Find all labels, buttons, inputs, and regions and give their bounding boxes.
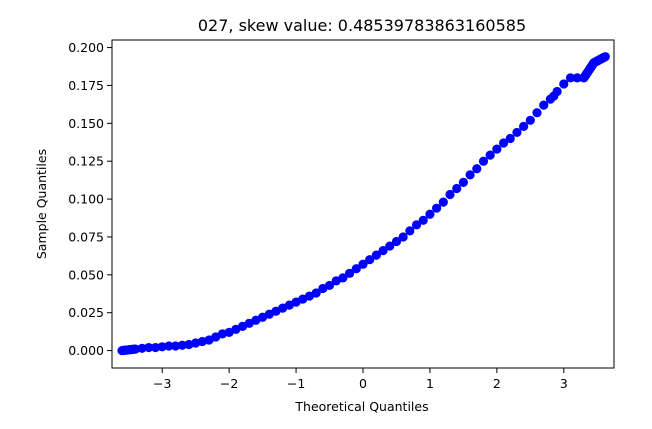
data-point bbox=[130, 344, 141, 354]
data-point bbox=[391, 236, 402, 247]
data-point bbox=[478, 156, 489, 166]
data-point bbox=[485, 150, 495, 160]
data-point bbox=[324, 280, 335, 291]
data-point bbox=[458, 177, 468, 188]
data-point bbox=[565, 73, 576, 83]
data-point bbox=[559, 79, 569, 89]
y-tick-label: 0.000 bbox=[68, 343, 104, 358]
y-tick-label: 0.025 bbox=[68, 305, 104, 320]
data-point bbox=[385, 241, 395, 251]
data-point bbox=[405, 226, 415, 236]
data-point bbox=[525, 115, 535, 125]
data-point bbox=[532, 108, 542, 118]
data-point bbox=[311, 288, 321, 298]
data-point bbox=[365, 255, 375, 265]
y-tick-label: 0.200 bbox=[68, 40, 104, 55]
data-point bbox=[452, 183, 462, 194]
y-tick-label: 0.175 bbox=[68, 78, 104, 93]
x-tick-label: −1 bbox=[287, 376, 305, 391]
data-point bbox=[552, 86, 562, 97]
data-point bbox=[465, 170, 475, 180]
data-point bbox=[398, 232, 408, 242]
data-point bbox=[144, 342, 154, 353]
data-point bbox=[137, 343, 147, 353]
x-tick-label: −2 bbox=[220, 376, 238, 391]
plot-area bbox=[111, 39, 615, 369]
data-point bbox=[425, 209, 435, 219]
x-axis-label: Theoretical Quantiles bbox=[294, 399, 428, 414]
data-point bbox=[519, 121, 529, 131]
data-points bbox=[117, 52, 610, 356]
data-point bbox=[371, 250, 381, 260]
data-point bbox=[600, 52, 610, 62]
y-tick-label: 0.100 bbox=[68, 192, 104, 207]
data-point bbox=[351, 264, 361, 274]
data-point bbox=[438, 197, 448, 207]
x-tick-label: 3 bbox=[560, 376, 568, 391]
data-point bbox=[338, 273, 348, 283]
y-tick-label: 0.075 bbox=[68, 229, 104, 244]
y-tick-label: 0.150 bbox=[68, 116, 104, 131]
data-point bbox=[505, 133, 515, 144]
chart-title: 027, skew value: 0.48539783863160585 bbox=[198, 16, 526, 35]
data-point bbox=[157, 342, 167, 352]
data-point bbox=[472, 164, 482, 174]
y-axis-ticks: 0.000 0.025 0.050 0.075 0.100 0.125 0.150 0.175… bbox=[68, 40, 112, 358]
data-point bbox=[378, 245, 388, 256]
data-point bbox=[432, 203, 442, 213]
x-tick-label: 2 bbox=[493, 376, 501, 391]
data-point bbox=[170, 341, 181, 351]
data-point bbox=[572, 73, 582, 83]
y-tick-label: 0.125 bbox=[68, 154, 104, 169]
data-point bbox=[492, 144, 502, 154]
data-point bbox=[498, 138, 509, 148]
data-point bbox=[539, 100, 549, 110]
data-point bbox=[418, 215, 428, 225]
data-point bbox=[358, 259, 368, 269]
x-tick-label: −3 bbox=[153, 376, 171, 391]
data-point bbox=[164, 341, 174, 351]
y-axis-label: Sample Quantiles bbox=[34, 149, 49, 259]
data-point bbox=[512, 127, 522, 138]
x-tick-label: 1 bbox=[426, 376, 434, 391]
data-point bbox=[411, 220, 422, 230]
x-tick-label: 0 bbox=[359, 376, 367, 391]
data-point bbox=[150, 342, 161, 353]
data-point bbox=[345, 268, 355, 278]
data-point bbox=[177, 340, 187, 350]
data-point bbox=[445, 189, 455, 200]
y-tick-label: 0.050 bbox=[68, 267, 104, 282]
x-axis-ticks: −3 −2 −1 0 1 2 3 bbox=[153, 368, 568, 391]
